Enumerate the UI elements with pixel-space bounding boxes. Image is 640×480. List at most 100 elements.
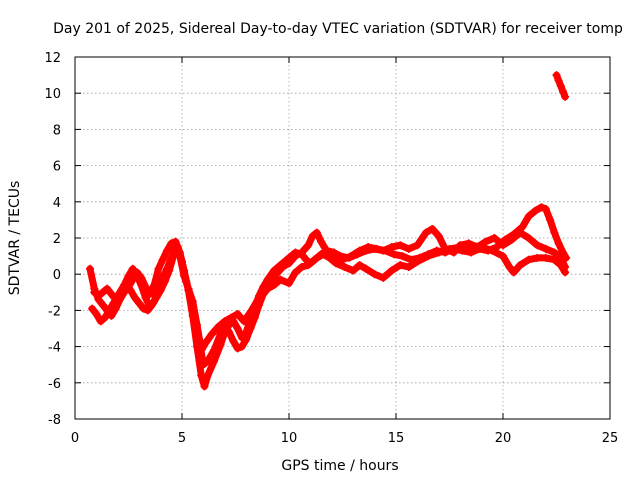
data-point-marker: [349, 266, 358, 275]
data-point-marker: [552, 71, 561, 80]
data-point-marker: [158, 255, 167, 264]
data-point-marker: [92, 310, 101, 319]
data-point-marker: [546, 215, 555, 224]
data-point-marker: [370, 270, 379, 279]
data-point-marker: [115, 288, 124, 297]
data-point-marker: [111, 295, 120, 304]
data-point-marker: [207, 329, 216, 338]
data-point-marker: [317, 250, 326, 259]
data-point-marker: [554, 76, 563, 85]
data-point-marker: [141, 293, 150, 302]
data-point-marker: [396, 241, 405, 250]
data-point-marker: [364, 243, 373, 252]
data-point-marker: [133, 272, 142, 281]
data-point-marker: [396, 261, 405, 270]
data-point-marker: [94, 291, 103, 300]
data-point-marker: [145, 302, 154, 311]
data-point-marker: [362, 264, 371, 273]
data-point-marker: [96, 317, 105, 326]
data-point-marker: [240, 317, 249, 326]
data-point-marker: [227, 313, 236, 322]
data-point-marker: [338, 255, 347, 264]
data-point-marker: [137, 281, 146, 290]
data-point-marker: [537, 203, 546, 212]
data-point-marker: [323, 248, 332, 257]
data-point-marker: [180, 272, 189, 281]
data-point-marker: [167, 239, 176, 248]
data-point-marker: [171, 237, 180, 246]
data-point-marker: [304, 261, 313, 270]
data-point-marker: [90, 288, 99, 297]
data-point-marker: [404, 262, 413, 271]
data-point-marker: [464, 239, 473, 248]
data-point-marker: [340, 262, 349, 271]
data-point-marker: [541, 253, 550, 262]
data-point-marker: [561, 262, 570, 271]
data-point-marker: [541, 244, 550, 253]
data-point-marker: [203, 357, 212, 366]
data-point-marker: [381, 246, 390, 255]
y-tick-label: 10: [44, 87, 61, 102]
data-point-marker: [272, 270, 281, 279]
x-tick-label: 0: [71, 431, 79, 446]
data-point-marker: [184, 284, 193, 293]
data-point-marker: [550, 228, 559, 237]
data-point-marker: [100, 313, 109, 322]
data-point-marker: [233, 324, 242, 333]
data-point-marker: [481, 237, 490, 246]
data-point-marker: [88, 304, 97, 313]
data-point-marker: [466, 248, 475, 257]
data-point-marker: [554, 239, 563, 248]
data-point-marker: [120, 281, 129, 290]
data-point-marker: [197, 346, 206, 355]
data-point-marker: [171, 244, 180, 253]
series-trace-4: [552, 71, 570, 101]
data-point-marker: [533, 241, 542, 250]
data-point-marker: [135, 299, 144, 308]
data-point-marker: [291, 252, 300, 261]
data-point-marker: [533, 253, 542, 262]
data-point-marker: [550, 248, 559, 257]
y-tick-label: 2: [53, 232, 61, 247]
data-point-marker: [175, 252, 184, 261]
data-point-marker: [561, 92, 570, 101]
data-point-marker: [387, 266, 396, 275]
data-point-marker: [524, 234, 533, 242]
data-point-marker: [167, 253, 176, 262]
data-point-marker: [424, 250, 433, 259]
data-point-marker: [216, 329, 225, 338]
data-point-marker: [128, 264, 137, 273]
data-point-marker: [98, 288, 107, 297]
data-point-marker: [347, 252, 356, 261]
data-point-marker: [278, 262, 287, 271]
x-tick-label: 15: [388, 431, 405, 446]
data-point-marker: [291, 268, 300, 277]
data-point-marker: [389, 250, 398, 259]
data-point-marker: [201, 338, 210, 347]
data-point-marker: [259, 286, 268, 295]
y-tick-label: 8: [53, 123, 61, 138]
x-tick-label: 20: [495, 431, 512, 446]
data-point-marker: [297, 248, 306, 257]
data-point-marker: [484, 246, 493, 255]
data-point-marker: [449, 244, 458, 253]
y-tick-label: 0: [53, 268, 61, 283]
data-point-marker: [199, 360, 208, 369]
data-point-marker: [310, 255, 319, 264]
data-point-marker: [163, 264, 172, 273]
y-axis-title: SDTVAR / TECUs: [7, 181, 23, 296]
data-point-marker: [413, 241, 422, 250]
data-point-marker: [107, 290, 116, 299]
data-point-marker: [516, 261, 525, 270]
data-point-marker: [421, 228, 430, 237]
data-point-marker: [379, 273, 388, 282]
series-trace-1: [85, 237, 570, 391]
data-point-marker: [154, 282, 163, 291]
data-point-marker: [492, 243, 501, 252]
data-point-marker: [372, 244, 381, 253]
data-point-marker: [158, 273, 167, 282]
data-point-marker: [524, 255, 533, 264]
data-point-marker: [406, 255, 415, 264]
data-point-marker: [329, 253, 338, 262]
data-series-layer: [85, 71, 571, 391]
